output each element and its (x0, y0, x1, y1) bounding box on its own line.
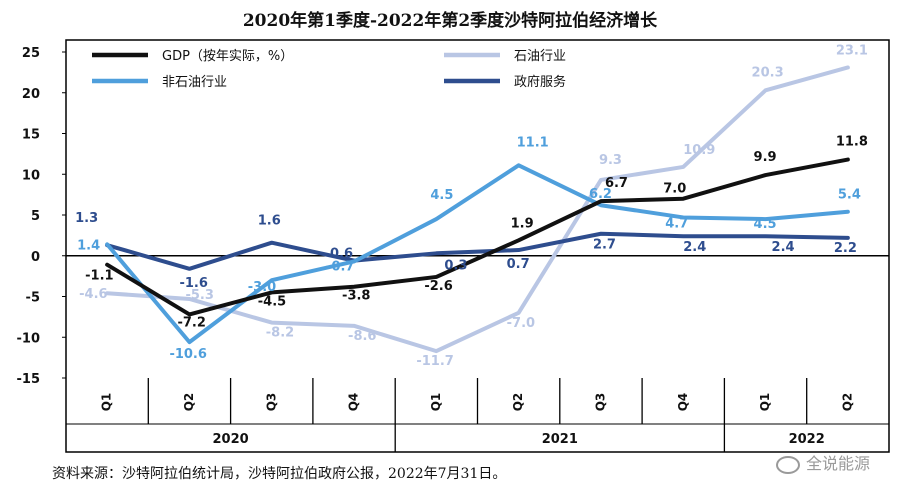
data-label: 1.9 (511, 216, 534, 231)
data-label: -1.6 (179, 276, 207, 291)
data-label: -3.8 (342, 289, 370, 304)
data-label: 6.7 (605, 176, 628, 191)
data-label: -8.6 (348, 329, 376, 344)
chart-title: 2020年第1季度-2022年第2季度沙特阿拉伯经济增长 (242, 11, 658, 31)
data-label: 7.0 (663, 182, 686, 197)
source-note: 资料来源：沙特阿拉伯统计局，沙特阿拉伯政府公报，2022年7月31日。 (52, 466, 507, 482)
data-label: -5.3 (185, 288, 213, 303)
x-tick-label: Q3 (593, 393, 607, 412)
data-label: 10.9 (683, 143, 715, 158)
data-label: -1.1 (85, 269, 113, 284)
data-label: 1.4 (77, 238, 100, 253)
data-label: -2.6 (424, 279, 452, 294)
y-tick-label: -15 (17, 372, 41, 387)
data-label: -10.6 (169, 347, 206, 362)
data-label: -7.2 (177, 315, 205, 330)
data-label: 2.2 (834, 241, 857, 256)
data-label: 4.5 (430, 188, 453, 203)
data-label: -3.0 (248, 280, 276, 295)
legend-label: GDP（按年实际，%） (162, 49, 293, 64)
data-label: -7.0 (507, 316, 535, 331)
y-tick-label: 15 (22, 128, 40, 143)
series-line (105, 163, 850, 345)
x-tick-label: Q3 (264, 393, 278, 412)
data-label: 1.6 (258, 214, 281, 229)
y-tick-label: -5 (26, 291, 40, 306)
plot-frame (65, 39, 890, 453)
data-label: -4.5 (258, 294, 286, 309)
data-label: -0.7 (326, 259, 354, 274)
y-tick-label: -10 (17, 331, 41, 346)
data-label: 1.3 (75, 211, 98, 226)
line-chart: 25 20 15 10 5 0 -5 -10 -15 Q1 Q2 Q3 Q4 Q1 Q2 Q3 Q4 Q1 Q2 20… (17, 39, 890, 453)
data-label: 2.4 (683, 240, 706, 255)
year-label: 2022 (789, 432, 825, 447)
x-tick-label: Q4 (676, 393, 690, 412)
data-label: 0.3 (444, 258, 467, 273)
year-label: 2020 (213, 432, 249, 447)
series-line (105, 157, 850, 317)
wechat-icon (775, 455, 800, 474)
data-label: 0.6 (330, 247, 353, 262)
legend-label: 石油行业 (514, 49, 566, 64)
x-tick-label: Q4 (347, 393, 361, 412)
x-tick-label: Q2 (840, 393, 854, 412)
y-tick-label: 20 (22, 87, 40, 102)
data-label: -11.7 (416, 354, 453, 369)
data-label: 9.3 (599, 153, 622, 168)
y-tick-label: 10 (22, 168, 40, 183)
data-label: 4.7 (665, 216, 688, 231)
data-label: 20.3 (752, 65, 784, 80)
data-label: 5.4 (838, 188, 861, 203)
data-label: 0.7 (507, 257, 530, 272)
data-label: -4.6 (79, 287, 107, 302)
y-tick-label: 25 (22, 46, 40, 61)
x-tick-label: Q1 (429, 393, 443, 412)
watermark: 全说能源 (775, 450, 870, 474)
data-label: 11.1 (517, 135, 549, 150)
data-label: 9.9 (754, 150, 777, 165)
x-tick-label: Q2 (511, 393, 525, 412)
legend-label: 非石油行业 (162, 75, 227, 90)
legend-label: 政府服务 (514, 74, 566, 90)
data-label: 4.5 (754, 217, 777, 232)
x-tick-label: Q1 (758, 393, 772, 412)
data-label: 6.2 (589, 187, 612, 202)
y-tick-label: 0 (31, 250, 40, 265)
year-label: 2021 (542, 432, 578, 447)
data-label: 2.7 (593, 238, 616, 253)
data-label: 23.1 (836, 43, 868, 58)
y-tick-label: 5 (31, 209, 40, 224)
data-label: 2.4 (772, 240, 795, 255)
series-line (105, 231, 850, 271)
watermark-text: 全说能源 (805, 454, 870, 473)
x-tick-label: Q1 (100, 393, 114, 412)
data-label: -8.2 (266, 326, 294, 341)
x-tick-label: Q2 (182, 393, 196, 412)
data-label: 11.8 (836, 135, 868, 150)
